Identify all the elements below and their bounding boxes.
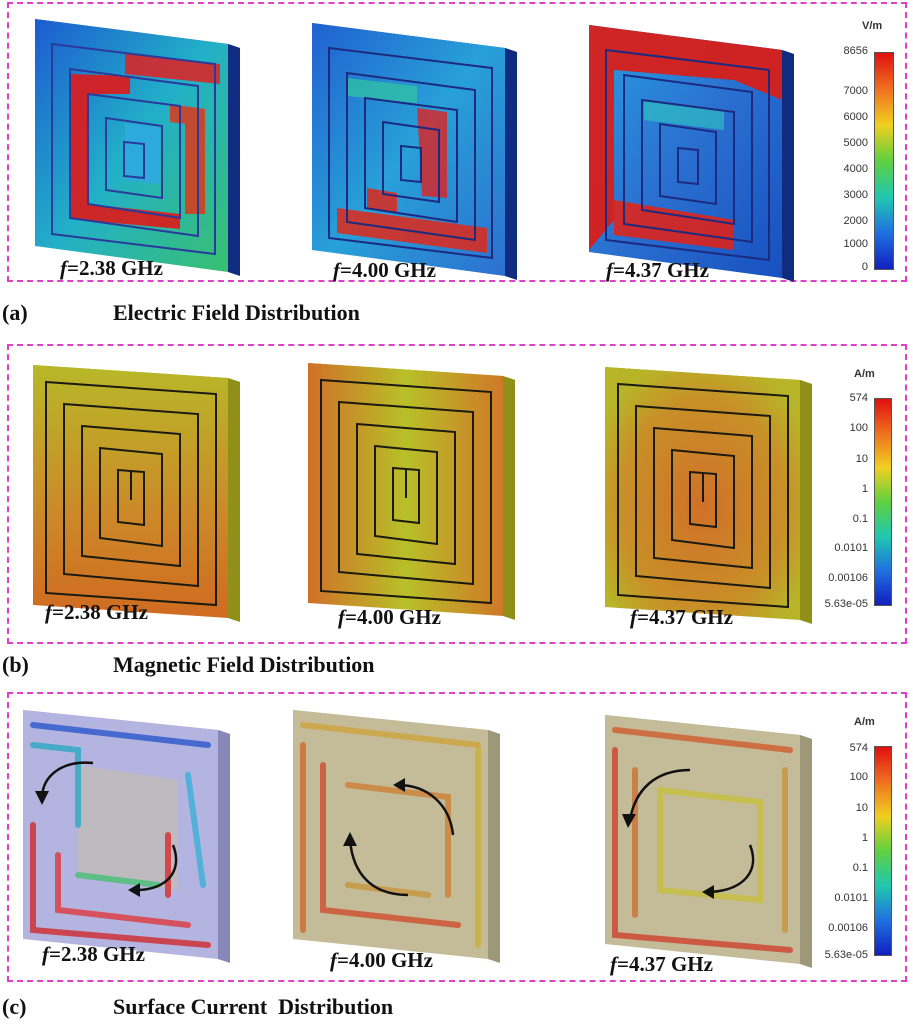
freq-label-b3: f=4.37 GHz [630,605,733,629]
colorbar-c: A/m 574 100 10 1 0.1 0.0101 0.00106 5.63… [822,716,902,966]
hfield-sim-2 [308,363,515,620]
colorbar-a-tick: 8656 [843,45,868,57]
panel-c-border [7,692,907,982]
colorbar-c-tick: 0.0101 [834,892,868,904]
colorbar-a-tick: 5000 [843,137,868,149]
freq-label-c3: f=4.37 GHz [610,952,713,976]
panel-b-label: (b) [2,652,29,677]
colorbar-b-tick: 1 [861,483,868,495]
efield-sim-2 [312,23,517,280]
colorbar-b-tick: 100 [849,422,868,434]
colorbar-c-tick: 100 [849,771,868,783]
freq-label-a3: f=4.37 GHz [606,258,709,282]
colorbar-a-tick: 3000 [843,189,868,201]
panel-b-border [7,344,907,644]
colorbar-c-tick: 1 [861,832,868,844]
colorbar-c-tick: 10 [855,802,868,814]
hfield-sim-3 [605,367,812,624]
panel-a-title: Electric Field Distribution [113,300,360,325]
freq-label-c2: f=4.00 GHz [330,948,433,972]
hfield-sim-1 [33,365,240,622]
colorbar-b-unit: A/m [854,368,875,380]
efield-sim-1 [35,19,240,276]
colorbar-a-tick: 4000 [843,163,868,175]
freq-label-a2: f=4.00 GHz [333,258,436,282]
freq-label-b1: f=2.38 GHz [45,600,148,624]
colorbar-b-tick: 0.0101 [834,542,868,554]
panel-c-title: Surface Current Distribution [113,994,394,1019]
colorbar-a-tick: 6000 [843,111,868,123]
current-sim-3 [605,715,812,968]
colorbar-a-tick: 1000 [843,238,868,250]
freq-label-b2: f=4.00 GHz [338,605,441,629]
colorbar-c-tick: 0.1 [852,862,868,874]
colorbar-b-tick: 5.63e-05 [824,598,868,610]
colorbar-c-tick: 5.63e-05 [824,949,868,961]
colorbar-b: A/m 574 100 10 1 0.1 0.0101 0.00106 5.63… [822,368,902,618]
freq-label-c1: f=2.38 GHz [42,942,145,966]
panel-b-title: Magnetic Field Distribution [113,652,375,677]
panel-a-label: (a) [2,300,28,325]
colorbar-c-tick: 574 [849,742,868,754]
current-sim-1 [23,710,230,963]
colorbar-c-tick: 0.00106 [828,922,868,934]
colorbar-b-tick: 0.1 [852,513,868,525]
panel-c-label: (c) [2,994,27,1019]
colorbar-b-tick: 574 [849,392,868,404]
colorbar-a-unit: V/m [862,20,883,32]
colorbar-b-tick: 10 [855,453,868,465]
colorbar-c-unit: A/m [854,716,875,728]
colorbar-c-gradient [874,746,892,956]
colorbar-a-tick: 0 [861,261,868,273]
colorbar-a-tick: 7000 [843,85,868,97]
colorbar-a: V/m 8656 7000 6000 5000 4000 3000 2000 1… [822,20,902,275]
current-sim-2 [293,710,500,963]
freq-label-a1: f=2.38 GHz [60,256,163,280]
colorbar-a-gradient [874,52,894,270]
efield-sim-3 [589,25,794,282]
colorbar-b-tick: 0.00106 [828,572,868,584]
colorbar-b-gradient [874,398,892,606]
panel-a-border [7,2,907,282]
colorbar-a-tick: 2000 [843,215,868,227]
